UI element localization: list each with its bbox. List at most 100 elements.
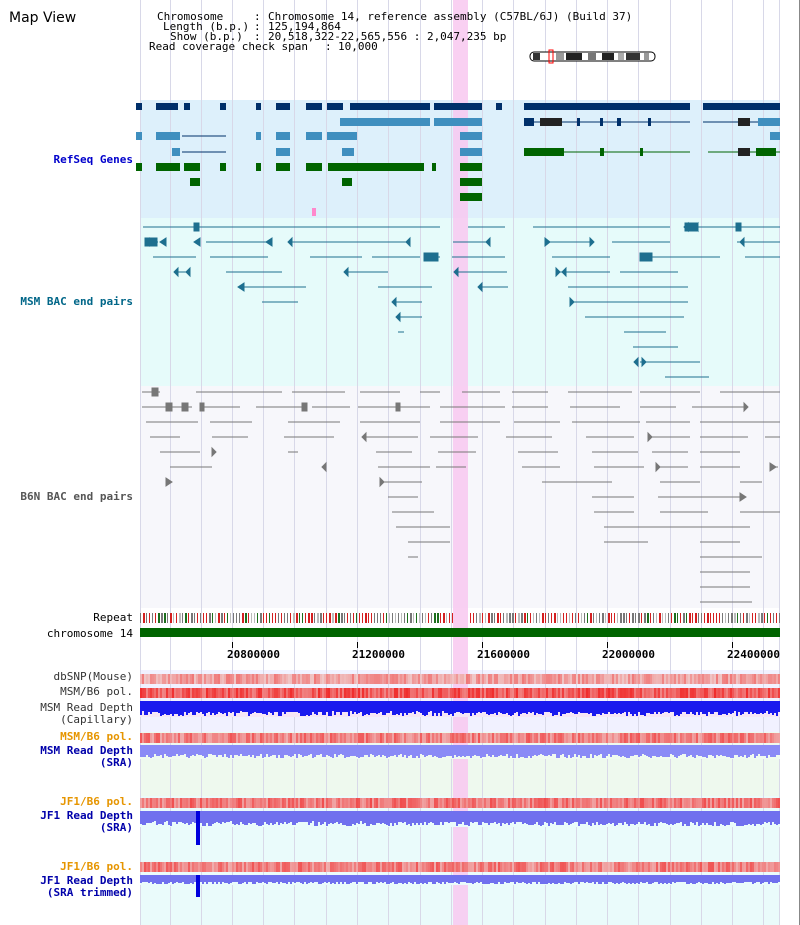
track-label-msm-b6-pol-2[interactable]: MSM/B6 pol. <box>60 730 133 743</box>
msm-depth-capillary-bar <box>224 701 226 713</box>
jf1-pol-2-cell <box>296 862 298 872</box>
dbsnp-cell <box>732 674 734 684</box>
dbsnp-cell <box>448 674 450 684</box>
jf1-depth-trim-bar <box>374 875 376 884</box>
jf1-pol-cell <box>460 798 462 808</box>
jf1-depth-trim-bar <box>152 875 154 884</box>
msm-depth-capillary-bar <box>216 701 218 714</box>
msm-depth-sra-bar <box>758 745 760 754</box>
jf1-depth-bar <box>532 811 534 825</box>
jf1-depth-trim-bar <box>628 875 630 883</box>
repeat-element <box>272 613 273 623</box>
jf1-pol-cell <box>510 798 512 808</box>
jf1-depth-trim-bar <box>148 875 150 883</box>
jf1-pol-2-cell <box>454 862 456 872</box>
jf1-pol-cell <box>750 798 752 808</box>
msm-b6-pol-cell <box>506 688 508 698</box>
repeat-element <box>221 613 223 623</box>
track-label-msm-bac[interactable]: MSM BAC end pairs <box>20 295 133 308</box>
jf1-pol-2-cell <box>246 862 248 872</box>
jf1-pol-cell <box>508 798 510 808</box>
gene-model[interactable] <box>460 193 482 201</box>
dbsnp-cell <box>166 674 168 684</box>
gene-model[interactable] <box>136 103 780 110</box>
jf1-pol-2-cell <box>174 862 176 872</box>
track-label-msm-depth-sra[interactable]: MSM Read Depth (SRA) <box>40 745 133 769</box>
jf1-pol-2-cell <box>366 862 368 872</box>
msm-depth-sra-bar <box>234 745 236 755</box>
msm-depth-capillary-bar <box>466 701 468 713</box>
gene-marker[interactable] <box>312 208 316 216</box>
jf1-pol-cell <box>482 798 484 808</box>
msm-depth-sra-bar <box>556 745 558 758</box>
msm-b6-pol-cell <box>200 688 202 698</box>
jf1-pol-cell <box>642 798 644 808</box>
jf1-pol-cell <box>490 798 492 808</box>
track-label-dbsnp[interactable]: dbSNP(Mouse) <box>53 670 133 683</box>
track-label-msm-b6-pol-1[interactable]: MSM/B6 pol. <box>60 685 133 698</box>
track-label-msm-depth-cap[interactable]: MSM Read Depth (Capillary) <box>40 702 133 726</box>
msm-depth-capillary-bar <box>770 701 772 713</box>
msm-depth-sra-bar <box>480 745 482 758</box>
jf1-depth-trim-bar <box>618 875 620 884</box>
jf1-depth-trim-bar <box>710 875 712 884</box>
msm-depth-capillary-bar <box>220 701 222 713</box>
repeat-element <box>476 613 477 623</box>
msm-b6-pol-cell <box>558 688 560 698</box>
jf1-pol-2-cell <box>450 862 452 872</box>
jf1-depth-bar <box>186 811 188 823</box>
msm-depth-capillary-bar <box>292 701 294 712</box>
msm-depth-sra-bar <box>408 745 410 756</box>
msm-depth-capillary-bar <box>298 701 300 713</box>
dbsnp-cell <box>602 674 604 684</box>
msm-b6-pol-2-cell <box>716 733 718 743</box>
jf1-pol-2-cell <box>292 862 294 872</box>
msm-b6-pol-2-cell <box>464 733 466 743</box>
msm-depth-sra-bar <box>674 745 676 757</box>
gene-model[interactable] <box>190 178 482 186</box>
msm-b6-pol-cell <box>692 688 694 698</box>
repeat-element <box>563 613 564 623</box>
jf1-pol-cell <box>318 798 320 808</box>
gene-model[interactable] <box>136 163 482 171</box>
gene-model[interactable] <box>136 132 780 140</box>
track-label-jf1-pol-1[interactable]: JF1/B6 pol. <box>60 795 133 808</box>
jf1-depth-trim-bar <box>458 875 460 884</box>
msm-b6-pol-cell <box>694 688 696 698</box>
gene-model[interactable] <box>340 118 780 126</box>
msm-depth-capillary-bar <box>622 701 624 713</box>
repeat-element <box>416 613 417 623</box>
jf1-depth-trim-bar <box>144 875 146 882</box>
jf1-pol-cell <box>140 798 142 808</box>
msm-depth-capillary-bar <box>356 701 358 714</box>
jf1-depth-bar <box>702 811 704 823</box>
msm-b6-pol-2-cell <box>678 733 680 743</box>
msm-b6-pol-2-cell <box>230 733 232 743</box>
jf1-depth-trim-bar <box>276 875 278 882</box>
jf1-pol-cell <box>668 798 670 808</box>
track-label-repeat[interactable]: Repeat <box>93 611 133 624</box>
jf1-depth-trim-bar <box>668 875 670 883</box>
repeat-element <box>344 613 345 623</box>
track-label-b6n-bac[interactable]: B6N BAC end pairs <box>20 490 133 503</box>
msm-depth-capillary-bar <box>304 701 306 716</box>
jf1-pol-2-cell <box>208 862 210 872</box>
dbsnp-cell <box>156 674 158 684</box>
track-label-jf1-depth[interactable]: JF1 Read Depth (SRA) <box>40 810 133 834</box>
msm-depth-sra-bar <box>656 745 658 757</box>
msm-b6-pol-cell <box>652 688 654 698</box>
dbsnp-cell <box>604 674 606 684</box>
track-label-jf1-trim[interactable]: JF1 Read Depth (SRA trimmed) <box>40 875 133 899</box>
jf1-depth-trim-bar <box>540 875 542 884</box>
track-label-jf1-pol-2[interactable]: JF1/B6 pol. <box>60 860 133 873</box>
chromosome-bar[interactable] <box>140 628 780 637</box>
track-label-refseq[interactable]: RefSeq Genes <box>53 153 133 166</box>
gene-model[interactable] <box>172 148 780 156</box>
track-label-chromosome[interactable]: chromosome 14 <box>46 627 133 640</box>
